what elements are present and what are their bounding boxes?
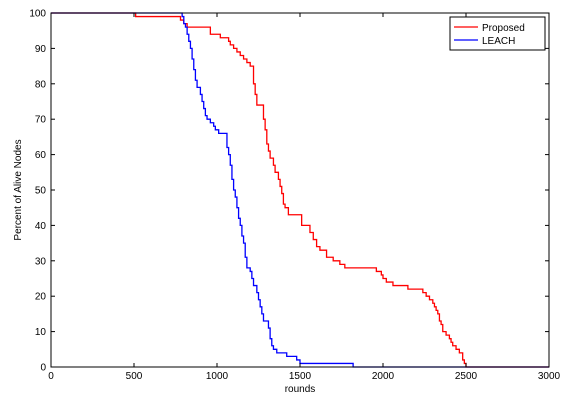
x-tick-label: 1000 [206,371,229,382]
x-tick-label: 3000 [538,371,561,382]
tick-layer: 0 500 1000 1500 2000 2500 3000 0 10 20 30 40 50 60 70 8… [29,9,560,383]
series-line-leach [51,12,549,368]
y-tick-label: 10 [35,327,47,338]
y-tick-label: 90 [35,44,47,55]
plot-background [51,13,549,367]
y-tick-label: 40 [35,221,47,232]
y-tick-label: 0 [40,363,46,374]
y-axis-label: Percent of Alive Nodes [13,139,24,240]
x-tick-label: 1500 [289,371,312,382]
x-tick-label: 2000 [372,371,395,382]
y-tick-label: 20 [35,292,47,303]
x-tick-label: 500 [126,371,143,382]
y-tick-label: 100 [29,9,46,20]
series-layer [51,12,549,368]
x-axis-label: rounds [285,384,316,395]
y-tick-label: 60 [35,150,47,161]
legend-label-leach: LEACH [482,36,515,47]
legend-label-proposed: Proposed [482,23,525,34]
series-line-proposed [51,12,549,368]
y-tick-label: 70 [35,115,47,126]
legend-box [449,16,546,51]
y-tick-label: 80 [35,79,47,90]
x-tick-label: 2500 [455,371,478,382]
plot-frame [50,12,550,368]
x-tick-label: 0 [48,371,54,382]
y-tick-label: 50 [35,186,47,197]
legend: Proposed LEACH [449,16,546,51]
y-tick-label: 30 [35,256,47,267]
